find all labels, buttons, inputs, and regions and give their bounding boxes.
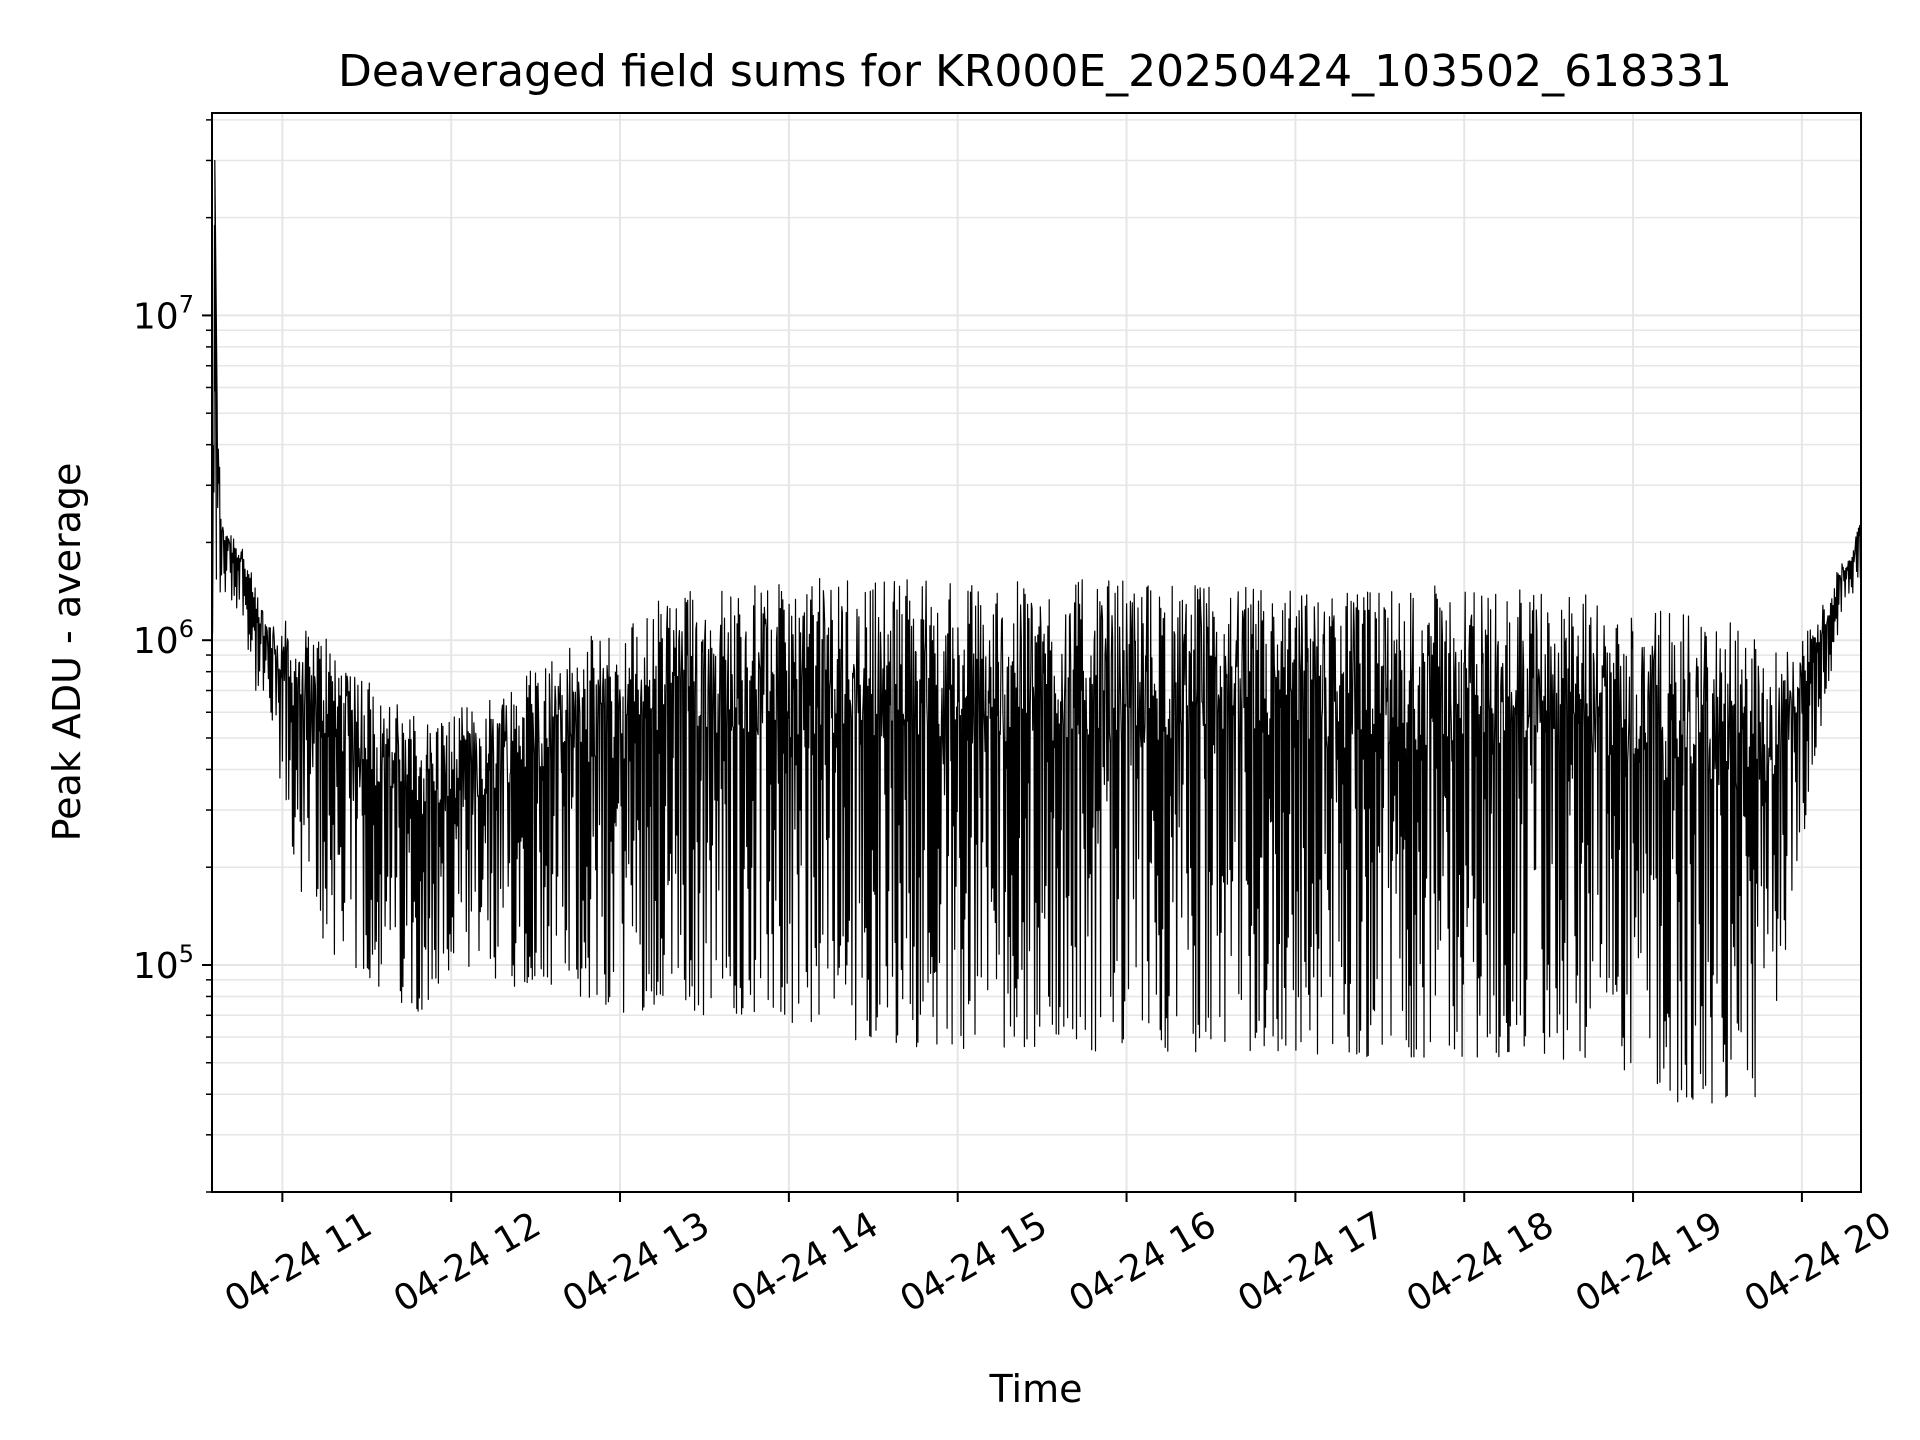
x-axis-label: Time <box>989 1367 1083 1411</box>
y-tick-exponent: 7 <box>179 290 194 318</box>
y-axis-label: Peak ADU - average <box>45 463 89 842</box>
y-tick-base: 10 <box>133 621 179 662</box>
chart-title: Deaveraged field sums for KR000E_2025042… <box>338 46 1732 97</box>
y-tick-label: 107 <box>133 290 194 337</box>
y-tick-label: 105 <box>133 940 194 987</box>
plot-frame <box>211 112 1862 1193</box>
series-line <box>211 159 1862 1104</box>
y-tick-exponent: 5 <box>179 940 194 968</box>
y-tick-base: 10 <box>133 296 179 337</box>
y-tick-label: 106 <box>133 615 194 662</box>
series-trace <box>211 159 1862 1104</box>
y-tick-base: 10 <box>133 946 179 987</box>
y-tick-exponent: 6 <box>179 615 194 643</box>
